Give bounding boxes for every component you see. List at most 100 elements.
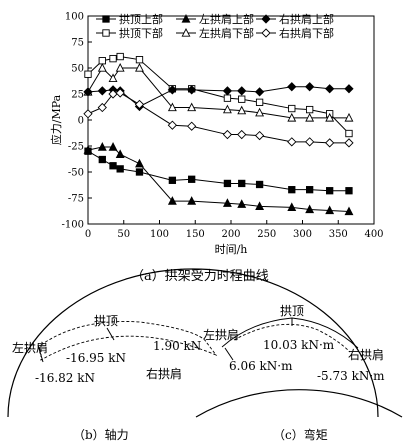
series-1-point-7: [223, 94, 232, 102]
series-2-point-3: [115, 149, 125, 158]
series-5-point-9: [254, 130, 265, 141]
series-2-point-8: [237, 199, 247, 208]
legend-marker-5: [261, 28, 271, 38]
axial-force-curve: [40, 321, 218, 361]
series-4-point-8: [237, 86, 247, 96]
chart-series: [83, 52, 354, 216]
series-0: [84, 147, 353, 195]
series-5-point-12: [325, 138, 335, 148]
bending-moment-diagram: [195, 317, 403, 418]
series-1-point-0: [84, 70, 92, 78]
axial-force-diagram: [7, 268, 379, 418]
moment-right-label: 右拱肩: [348, 348, 385, 362]
series-2-point-5: [167, 196, 177, 205]
series-3-point-13: [344, 112, 354, 122]
series-5-point-3: [115, 88, 125, 98]
series-0-point-13: [345, 187, 353, 195]
series-0-point-7: [223, 179, 232, 188]
series-5-point-2: [108, 89, 118, 99]
series-4-point-1: [97, 86, 107, 96]
series-1-point-8: [238, 95, 246, 103]
series-4-point-10: [287, 82, 297, 92]
series-0-point-6: [188, 175, 196, 183]
series-2-point-0: [83, 145, 93, 154]
legend-marker-2: [181, 14, 191, 23]
series-5-point-0: [83, 109, 93, 119]
y-tick-label-3: -25: [68, 142, 84, 153]
x-axis-label: 时间/h: [215, 243, 248, 256]
series-5-point-5: [167, 120, 178, 130]
x-tick-label-0: 0: [85, 229, 91, 240]
axial-crown-value: -16.95 kN: [66, 351, 126, 365]
series-0-point-10: [288, 186, 296, 194]
series-line-0: [87, 150, 349, 192]
legend-label-5: 右拱肩下部: [279, 26, 334, 40]
series-4-point-6: [187, 85, 197, 95]
x-tick-label-6: 300: [293, 229, 312, 240]
axial-caption: （b）轴力: [73, 428, 129, 442]
axial-tunnel-arch: [7, 268, 379, 418]
series-1-point-10: [288, 104, 296, 113]
legend-label-4: 右拱肩上部: [279, 12, 334, 26]
series-1-point-11: [306, 105, 314, 114]
legend-marker-3: [181, 28, 191, 37]
y-tick-label-7: 75: [71, 38, 84, 49]
x-tick-label-8: 400: [364, 229, 383, 240]
series-3-point-10: [287, 112, 297, 122]
axial-left-label: 左拱肩: [12, 341, 49, 355]
y-tick-label-1: -75: [68, 194, 84, 205]
series-5-point-6: [187, 121, 197, 131]
series-2-point-13: [344, 206, 354, 216]
series-0-point-8: [238, 179, 246, 188]
axial-left-value: -16.82 kN: [35, 371, 95, 385]
legend-item-0: 拱顶上部: [96, 12, 163, 26]
y-tick-label-2: -50: [68, 168, 84, 179]
moment-caption: （c）弯矩: [273, 428, 328, 442]
series-3-point-6: [187, 102, 197, 112]
series-5-point-4: [134, 99, 145, 110]
series-5-point-7: [222, 129, 233, 140]
moment-crown-label: 拱顶: [280, 304, 305, 318]
series-5-point-10: [287, 137, 297, 147]
legend-label-0: 拱顶上部: [119, 12, 163, 26]
series-1-point-1: [98, 57, 106, 65]
series-4-point-0: [83, 87, 93, 97]
series-3-point-2: [108, 73, 118, 83]
chart-axes: 0 50 100 150 200 250 300 350 400 -100 -75 -50 -25 0 25…: [49, 12, 384, 257]
series-5-point-1: [97, 102, 107, 113]
series-5: [83, 88, 354, 148]
series-5-point-8: [237, 129, 247, 140]
series-4-point-7: [222, 86, 233, 96]
y-tick-label-4: 0: [78, 116, 84, 127]
series-1-point-9: [255, 98, 264, 106]
x-tick-label-4: 200: [221, 229, 240, 240]
legend-item-1: 拱顶下部: [96, 26, 163, 40]
moment-right-value: -5.73 kN·m: [317, 369, 385, 383]
legend-item-3: 左拱肩下部: [176, 26, 254, 40]
y-tick-label-8: 100: [65, 12, 84, 23]
x-tick-label-2: 100: [150, 229, 169, 240]
legend-marker-0: [102, 15, 110, 23]
legend-label-3: 左拱肩下部: [199, 26, 254, 40]
legend-item-5: 右拱肩下部: [256, 26, 334, 40]
series-1-point-4: [135, 56, 144, 64]
legend-marker-4: [261, 14, 271, 24]
series-0-point-5: [168, 176, 177, 184]
series-3-point-11: [305, 112, 315, 122]
series-2-point-7: [222, 198, 232, 207]
y-tick-label-6: 50: [71, 64, 84, 75]
series-3-point-7: [222, 104, 232, 114]
series-3-point-8: [237, 105, 247, 115]
moment-left-marker: [224, 347, 234, 361]
series-3: [83, 63, 354, 122]
x-tick-label-5: 250: [257, 229, 276, 240]
series-3-point-1: [97, 63, 107, 72]
axial-left-marker: [37, 344, 44, 363]
series-2-point-10: [287, 202, 297, 212]
series-3-point-5: [167, 102, 177, 112]
axial-right-label: 右拱肩: [146, 367, 183, 381]
series-0-point-3: [116, 165, 124, 173]
series-5-point-13: [344, 138, 354, 148]
series-2-point-4: [135, 158, 144, 168]
